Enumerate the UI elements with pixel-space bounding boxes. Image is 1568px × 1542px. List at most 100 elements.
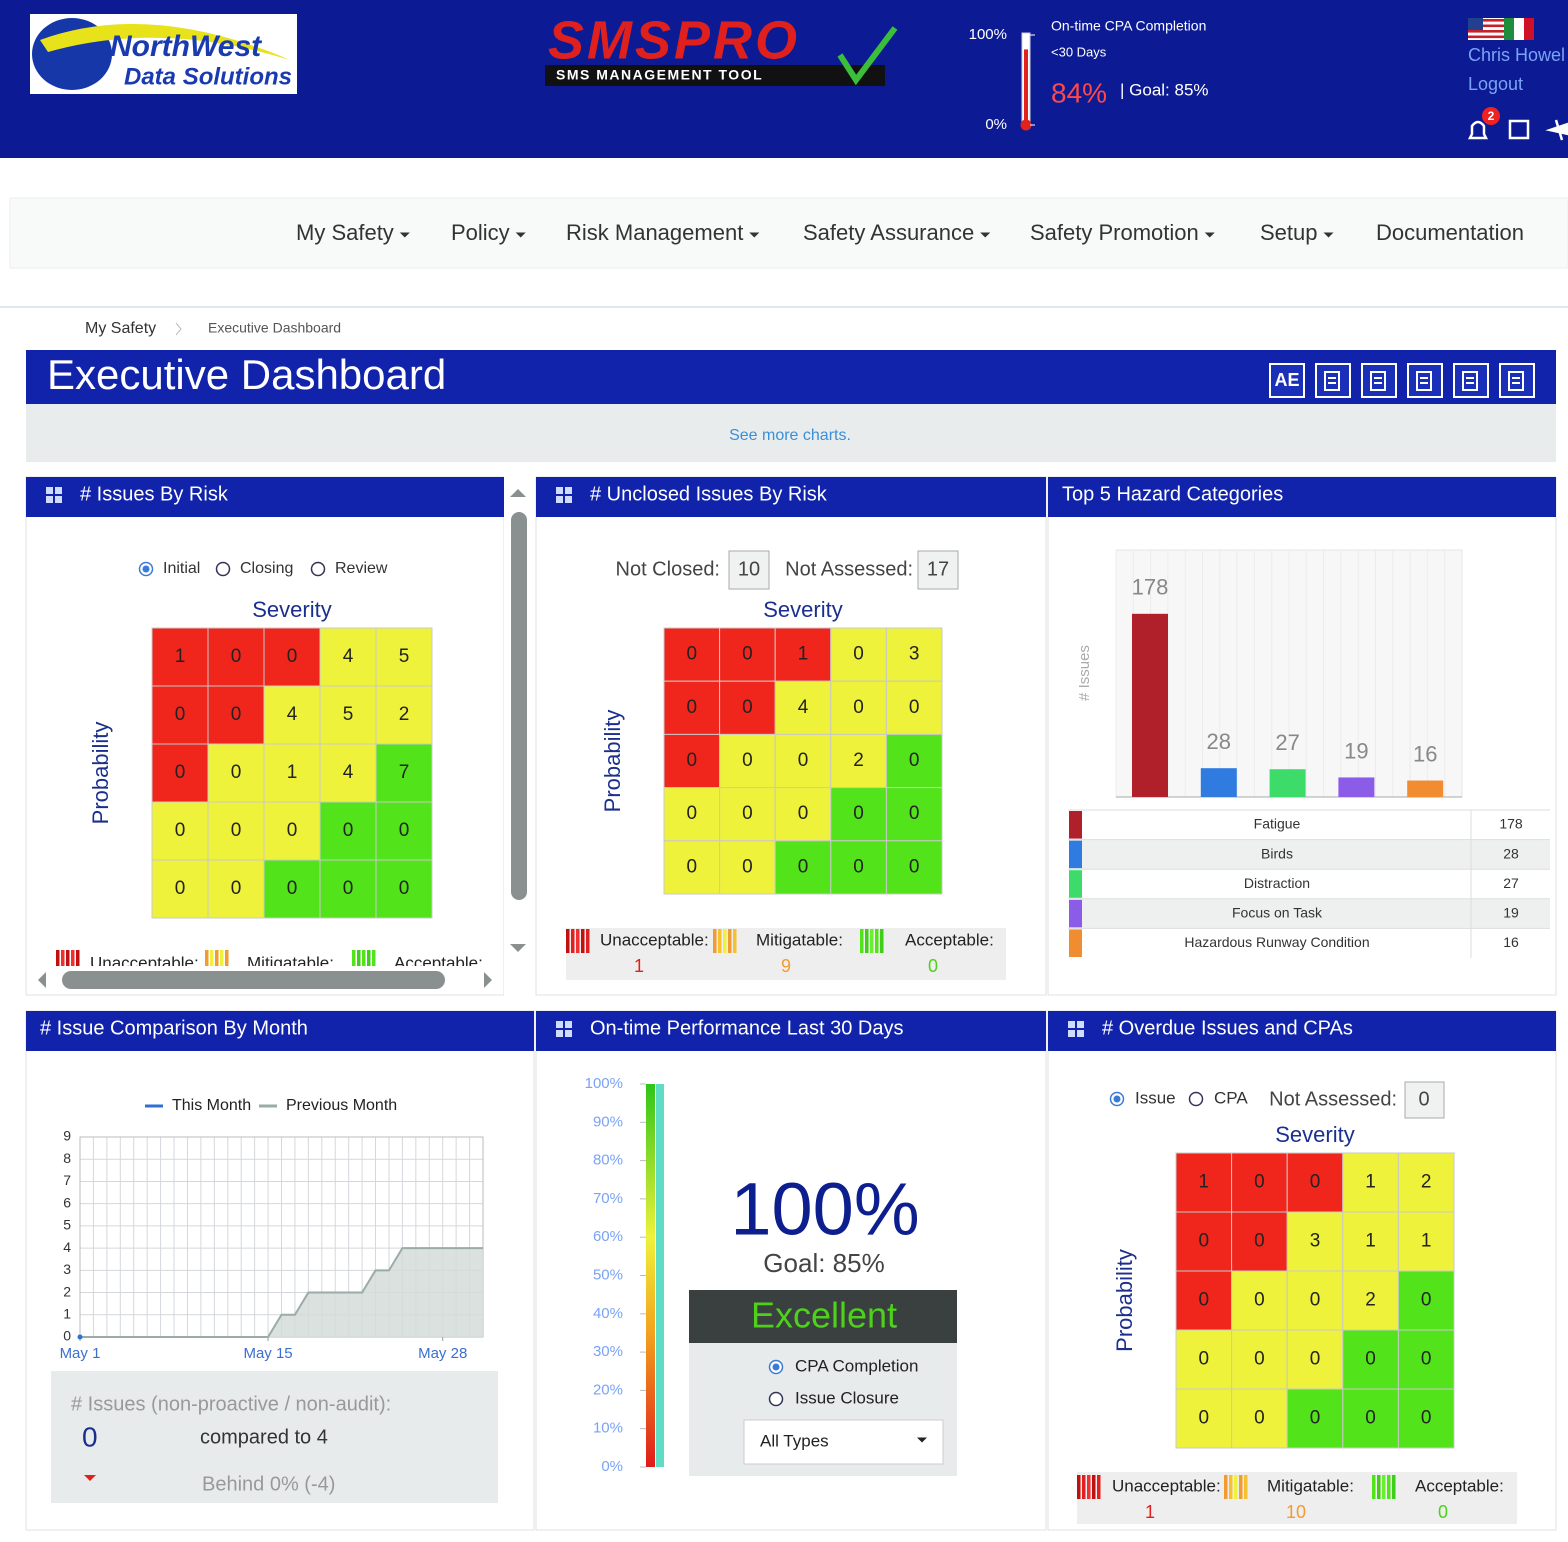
risk-cell[interactable] — [151, 801, 209, 861]
toolbar-button[interactable] — [1407, 363, 1443, 398]
badge-count: 2 — [1488, 109, 1495, 123]
select-box[interactable] — [743, 1419, 944, 1465]
risk-cell[interactable] — [1175, 1388, 1233, 1449]
legend-swatch — [880, 929, 884, 953]
nav-item[interactable]: Documentation — [1376, 220, 1524, 245]
nav-item[interactable]: Safety Promotion — [1030, 220, 1199, 245]
cell-value: 0 — [343, 878, 354, 899]
risk-cell[interactable] — [830, 680, 887, 735]
nav-item[interactable]: Policy — [451, 220, 510, 245]
table-swatch — [1069, 840, 1082, 869]
risk-cell[interactable] — [207, 627, 265, 687]
risk-cell[interactable] — [1397, 1152, 1455, 1213]
risk-cell[interactable] — [719, 680, 776, 735]
bell-icon[interactable] — [1467, 120, 1489, 140]
legend-box — [566, 928, 1006, 980]
risk-cell[interactable] — [151, 627, 209, 687]
risk-cell[interactable] — [885, 840, 943, 895]
legend-label: Mitigatable: — [1267, 1476, 1354, 1495]
risk-cell[interactable] — [151, 685, 209, 745]
risk-cell[interactable] — [1175, 1270, 1233, 1331]
radio-label[interactable]: CPA — [1214, 1088, 1248, 1107]
risk-cell[interactable] — [774, 733, 832, 789]
risk-cell[interactable] — [1286, 1211, 1344, 1272]
risk-cell[interactable] — [1175, 1329, 1233, 1390]
radio[interactable] — [1188, 1091, 1204, 1107]
risk-cell[interactable] — [207, 743, 265, 803]
toolbar-button[interactable] — [1361, 363, 1397, 398]
logo-text: Data Solutions — [124, 63, 292, 90]
risk-cell[interactable] — [774, 627, 832, 682]
legend-label[interactable]: This Month — [172, 1097, 251, 1114]
risk-cell[interactable] — [1342, 1152, 1399, 1213]
radio-label[interactable]: Closing — [240, 560, 293, 577]
gauge-tick-label: 0% — [985, 116, 1007, 133]
scroll-thumb[interactable] — [62, 971, 445, 989]
risk-cell[interactable] — [1231, 1388, 1288, 1449]
cell-value: 0 — [1254, 1172, 1265, 1193]
risk-cell[interactable] — [1342, 1329, 1399, 1390]
more-link[interactable]: See more charts. — [729, 427, 851, 444]
risk-cell[interactable] — [263, 627, 321, 687]
toolbar-button[interactable] — [1315, 363, 1351, 398]
risk-cell[interactable] — [830, 840, 887, 895]
nav-item[interactable]: My Safety — [296, 220, 394, 245]
legend-swatch — [220, 950, 224, 966]
x-tick-label: May 15 — [243, 1345, 292, 1362]
toolbar-button[interactable] — [1499, 363, 1535, 398]
radio-label[interactable]: Initial — [163, 560, 200, 577]
radio[interactable] — [768, 1391, 784, 1407]
breadcrumb-link[interactable]: My Safety — [85, 320, 156, 337]
radio-label[interactable]: CPA Completion — [795, 1356, 918, 1375]
risk-cell[interactable] — [774, 840, 832, 895]
risk-cell[interactable] — [719, 733, 776, 789]
risk-cell[interactable] — [375, 801, 433, 861]
radio-label[interactable]: Review — [335, 560, 388, 577]
risk-cell[interactable] — [719, 787, 776, 842]
scroll-thumb[interactable] — [511, 512, 527, 900]
table-category: Focus on Task — [1232, 905, 1323, 921]
nav-item[interactable]: Risk Management — [566, 220, 743, 245]
nav-item[interactable]: Setup — [1260, 220, 1318, 245]
radio[interactable] — [215, 561, 231, 577]
risk-cell[interactable] — [885, 680, 943, 735]
panel-icon — [556, 1030, 563, 1037]
plane-icon[interactable] — [1545, 119, 1568, 141]
radio-dot — [1113, 1095, 1121, 1103]
risk-cell[interactable] — [151, 743, 209, 803]
risk-cell[interactable] — [663, 840, 721, 895]
toolbar-button[interactable] — [1453, 363, 1489, 398]
risk-cell[interactable] — [719, 627, 776, 682]
toolbar-button[interactable] — [1269, 363, 1305, 398]
user-name[interactable]: Chris Howel — [1468, 45, 1565, 65]
nav-item[interactable]: Safety Assurance — [803, 220, 974, 245]
logout-link[interactable]: Logout — [1468, 74, 1523, 94]
risk-cell[interactable] — [1231, 1329, 1288, 1390]
risk-cell[interactable] — [1342, 1211, 1399, 1272]
risk-cell[interactable] — [207, 859, 265, 919]
risk-cell[interactable] — [263, 685, 321, 745]
calendar-icon[interactable] — [1508, 119, 1530, 140]
risk-cell[interactable] — [663, 733, 721, 789]
risk-cell[interactable] — [1342, 1388, 1399, 1449]
risk-cell[interactable] — [663, 680, 721, 735]
risk-cell[interactable] — [375, 743, 433, 803]
risk-cell[interactable] — [663, 627, 721, 682]
risk-cell[interactable] — [1397, 1211, 1455, 1272]
legend-label[interactable]: Previous Month — [286, 1097, 397, 1114]
risk-cell[interactable] — [1397, 1388, 1455, 1449]
risk-cell[interactable] — [1342, 1270, 1399, 1331]
legend-label: Unacceptable: — [90, 953, 199, 972]
risk-cell[interactable] — [885, 733, 943, 789]
risk-cell[interactable] — [319, 743, 377, 803]
risk-cell[interactable] — [263, 801, 321, 861]
risk-cell[interactable] — [375, 859, 433, 919]
radio-label[interactable]: Issue — [1135, 1088, 1176, 1107]
risk-cell[interactable] — [151, 859, 209, 919]
radio[interactable] — [310, 561, 326, 577]
risk-cell[interactable] — [885, 627, 943, 682]
y-tick-label: 8 — [63, 1150, 71, 1166]
risk-cell[interactable] — [263, 859, 321, 919]
radio-label[interactable]: Issue Closure — [795, 1388, 899, 1407]
risk-cell[interactable] — [830, 733, 887, 789]
